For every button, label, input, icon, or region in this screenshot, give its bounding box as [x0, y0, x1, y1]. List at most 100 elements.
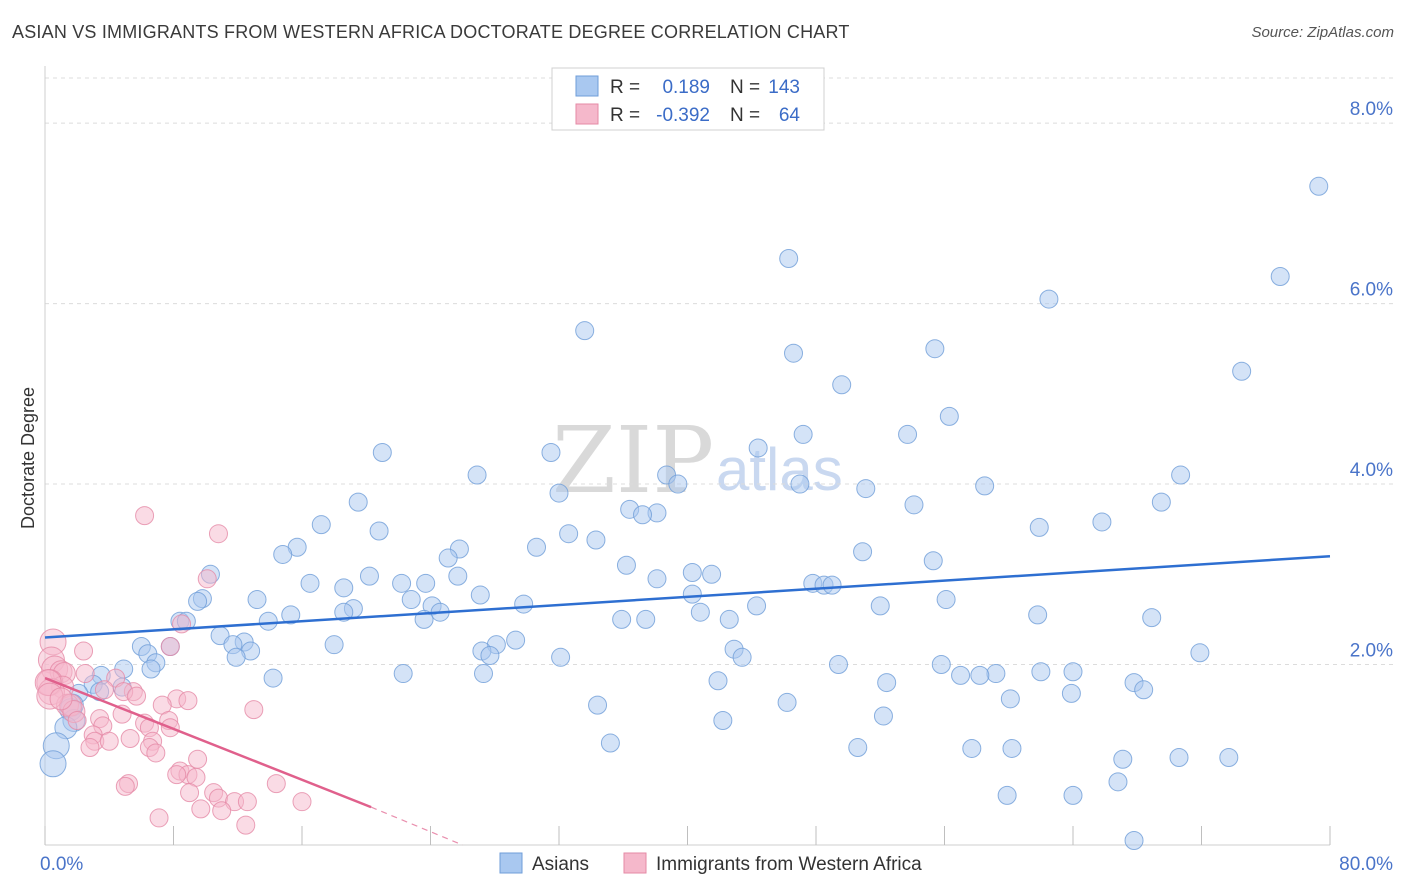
asian-point: [1169, 747, 1189, 767]
asian-point: [588, 695, 608, 715]
asian-point: [300, 573, 320, 593]
asian-point: [480, 646, 500, 666]
asian-point: [1309, 176, 1329, 196]
asian-point: [467, 465, 487, 485]
western-africa-point: [146, 743, 166, 763]
asian-point: [258, 611, 278, 631]
asian-point: [393, 664, 413, 684]
y-tick-label: 8.0%: [1350, 99, 1393, 120]
western-africa-point: [292, 792, 312, 812]
source-label: Source: ZipAtlas.com: [1251, 24, 1394, 41]
asian-point: [777, 692, 797, 712]
western-africa-point: [180, 783, 200, 803]
asian-point: [1134, 680, 1154, 700]
asian-point: [647, 569, 667, 589]
asian-point: [1270, 267, 1290, 287]
x-tick-label: 0.0%: [40, 854, 83, 875]
legend-r-value: -0.392: [656, 105, 710, 126]
legend-r-label: R =: [610, 105, 640, 126]
legend-r-value: 0.189: [662, 77, 710, 98]
chart-title: ASIAN VS IMMIGRANTS FROM WESTERN AFRICA …: [12, 22, 850, 42]
asian-point: [551, 647, 571, 667]
asian-point: [506, 630, 526, 650]
asian-point: [401, 590, 421, 610]
asian-point: [848, 738, 868, 758]
western-africa-point: [236, 815, 256, 835]
y-tick-label: 2.0%: [1350, 641, 1393, 662]
western-africa-trend-line: [44, 676, 372, 809]
asian-point: [1000, 689, 1020, 709]
western-africa-point: [149, 808, 169, 828]
asian-point: [877, 673, 897, 693]
asian-point: [939, 406, 959, 426]
x-tick-label: 80.0%: [1339, 854, 1393, 875]
asian-point: [141, 659, 161, 679]
legend: Asians Immigrants from Western Africa: [499, 852, 922, 875]
asian-point: [970, 665, 990, 685]
asian-point: [527, 537, 547, 557]
asian-point: [853, 542, 873, 562]
asian-point: [281, 605, 301, 625]
asian-point: [904, 495, 924, 515]
legend-stats: R = 0.189 N = 143 R = -0.392 N = 64: [551, 67, 825, 131]
western-africa-point: [127, 686, 147, 706]
western-africa-point: [115, 776, 135, 796]
watermark-atlas: atlas: [716, 436, 843, 503]
western-africa-point: [74, 641, 94, 661]
asian-point: [986, 664, 1006, 684]
asian-point: [273, 544, 293, 564]
asian-point: [39, 750, 67, 778]
legend-swatch: [623, 852, 647, 874]
y-tick-label: 6.0%: [1350, 280, 1393, 301]
asian-point: [668, 474, 688, 494]
watermark: ZIP atlas: [552, 407, 843, 514]
asian-point: [898, 424, 918, 444]
asian-point: [247, 590, 267, 610]
legend-stats-swatch: [575, 75, 599, 97]
asian-point: [793, 424, 813, 444]
asian-point: [575, 321, 595, 341]
asian-point: [1151, 492, 1171, 512]
asian-point: [713, 710, 733, 730]
asian-point: [474, 664, 494, 684]
asian-point: [1061, 683, 1081, 703]
asian-point: [586, 530, 606, 550]
asian-point: [559, 524, 579, 544]
asian-point: [416, 573, 436, 593]
western-africa-point: [197, 569, 217, 589]
asian-trend-line: [44, 554, 1331, 639]
asian-point: [633, 505, 653, 525]
asian-point: [873, 706, 893, 726]
asian-point: [324, 635, 344, 655]
asian-point: [372, 442, 392, 462]
asian-point: [311, 515, 331, 535]
legend-n-value: 143: [768, 77, 800, 98]
asian-point: [226, 647, 246, 667]
asian-point: [931, 655, 951, 675]
western-africa-point: [188, 749, 208, 769]
points: [34, 176, 1329, 850]
asian-point: [612, 609, 632, 629]
legend-label: Immigrants from Western Africa: [656, 854, 922, 875]
asian-point: [616, 555, 636, 575]
watermark-zip: ZIP: [552, 407, 714, 514]
y-tick-label: 4.0%: [1350, 460, 1393, 481]
asian-point: [1190, 643, 1210, 663]
asian-point: [975, 476, 995, 496]
western-africa-point: [191, 799, 211, 819]
western-africa-point: [212, 801, 232, 821]
asian-point: [690, 602, 710, 622]
legend-r-label: R =: [610, 77, 640, 98]
asian-point: [369, 521, 389, 541]
asian-point: [951, 665, 971, 685]
legend-stats-swatch: [575, 103, 599, 125]
asian-point: [514, 594, 534, 614]
asian-point: [470, 585, 490, 605]
western-africa-point: [49, 687, 73, 711]
asian-point: [856, 479, 876, 499]
asian-point: [1063, 662, 1083, 682]
asian-point: [263, 668, 283, 688]
western-africa-point: [266, 774, 286, 794]
asian-point: [334, 578, 354, 598]
